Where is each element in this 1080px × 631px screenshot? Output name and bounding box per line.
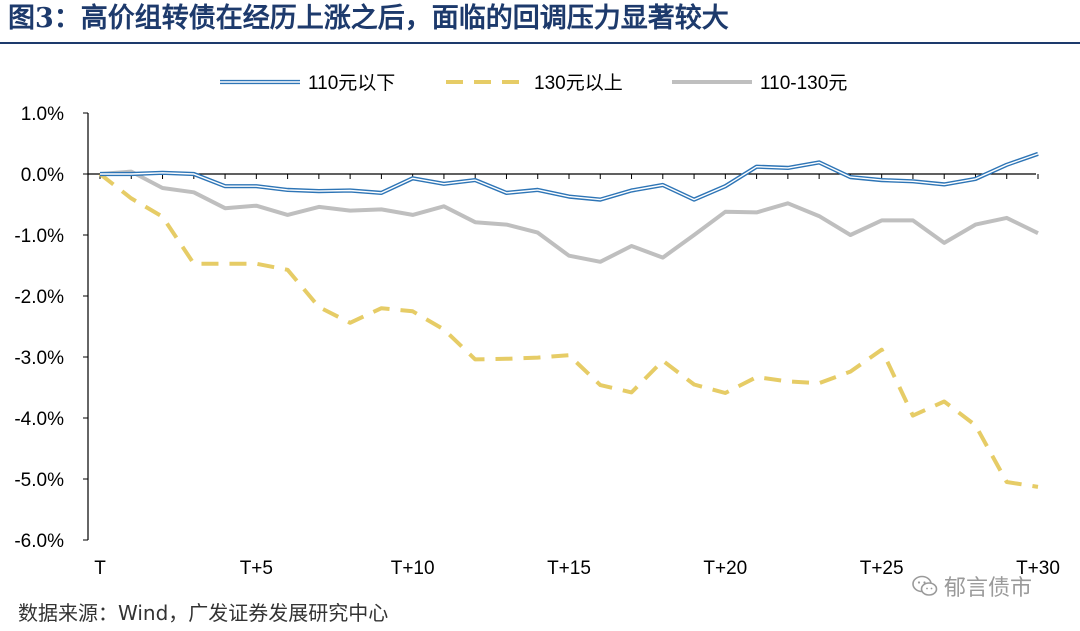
- legend-item-0-label: 110元以下: [308, 73, 395, 94]
- watermark-text: 郁言债市: [944, 576, 1033, 601]
- x-tick-label: T+25: [860, 558, 904, 579]
- wechat-icon: [912, 575, 938, 596]
- source-note: 数据来源：Wind，广发证券发展研究中心: [18, 601, 389, 625]
- series-0-line-inner: [100, 153, 1039, 201]
- x-axis-ticks: T T+5 T+10 T+15 T+20 T+25 T+30: [94, 174, 1060, 579]
- y-tick-label: 1.0%: [21, 104, 64, 125]
- y-tick-label: -1.0%: [14, 226, 64, 247]
- x-tick-label: T+15: [547, 558, 591, 579]
- y-axis-ticks: 1.0% 0.0% -1.0% -2.0% -3.0% -4.0% -5.0% -6.0%: [14, 104, 88, 552]
- x-tick-label: T+5: [240, 558, 273, 579]
- y-tick-label: -3.0%: [14, 348, 64, 369]
- y-tick-label: -2.0%: [14, 287, 64, 308]
- chart-axes: [87, 113, 1036, 540]
- y-tick-label: -4.0%: [14, 409, 64, 430]
- x-tick-label: T+10: [391, 558, 435, 579]
- title-divider: [0, 42, 1080, 44]
- y-tick-label: -5.0%: [14, 470, 64, 491]
- x-tick-label: T+20: [703, 558, 747, 579]
- series-2-line: [99, 169, 1039, 264]
- chart-legend: 110元以下 130元以上 110-130元: [220, 72, 847, 94]
- figure-title: 图3：高价组转债在经历上涨之后，面临的回调压力显著较大: [8, 3, 729, 34]
- series-lines: [98, 151, 1039, 489]
- x-tick-label: T: [94, 558, 106, 579]
- watermark: 郁言债市: [912, 571, 1072, 601]
- series-1-line: [98, 172, 1039, 489]
- y-tick-label: 0.0%: [21, 165, 64, 186]
- x-tick-label: T+30: [1016, 558, 1060, 579]
- y-tick-label: -6.0%: [14, 531, 64, 552]
- legend-item-2-label: 110-130元: [760, 73, 847, 94]
- legend-item-1-label: 130元以上: [534, 72, 623, 94]
